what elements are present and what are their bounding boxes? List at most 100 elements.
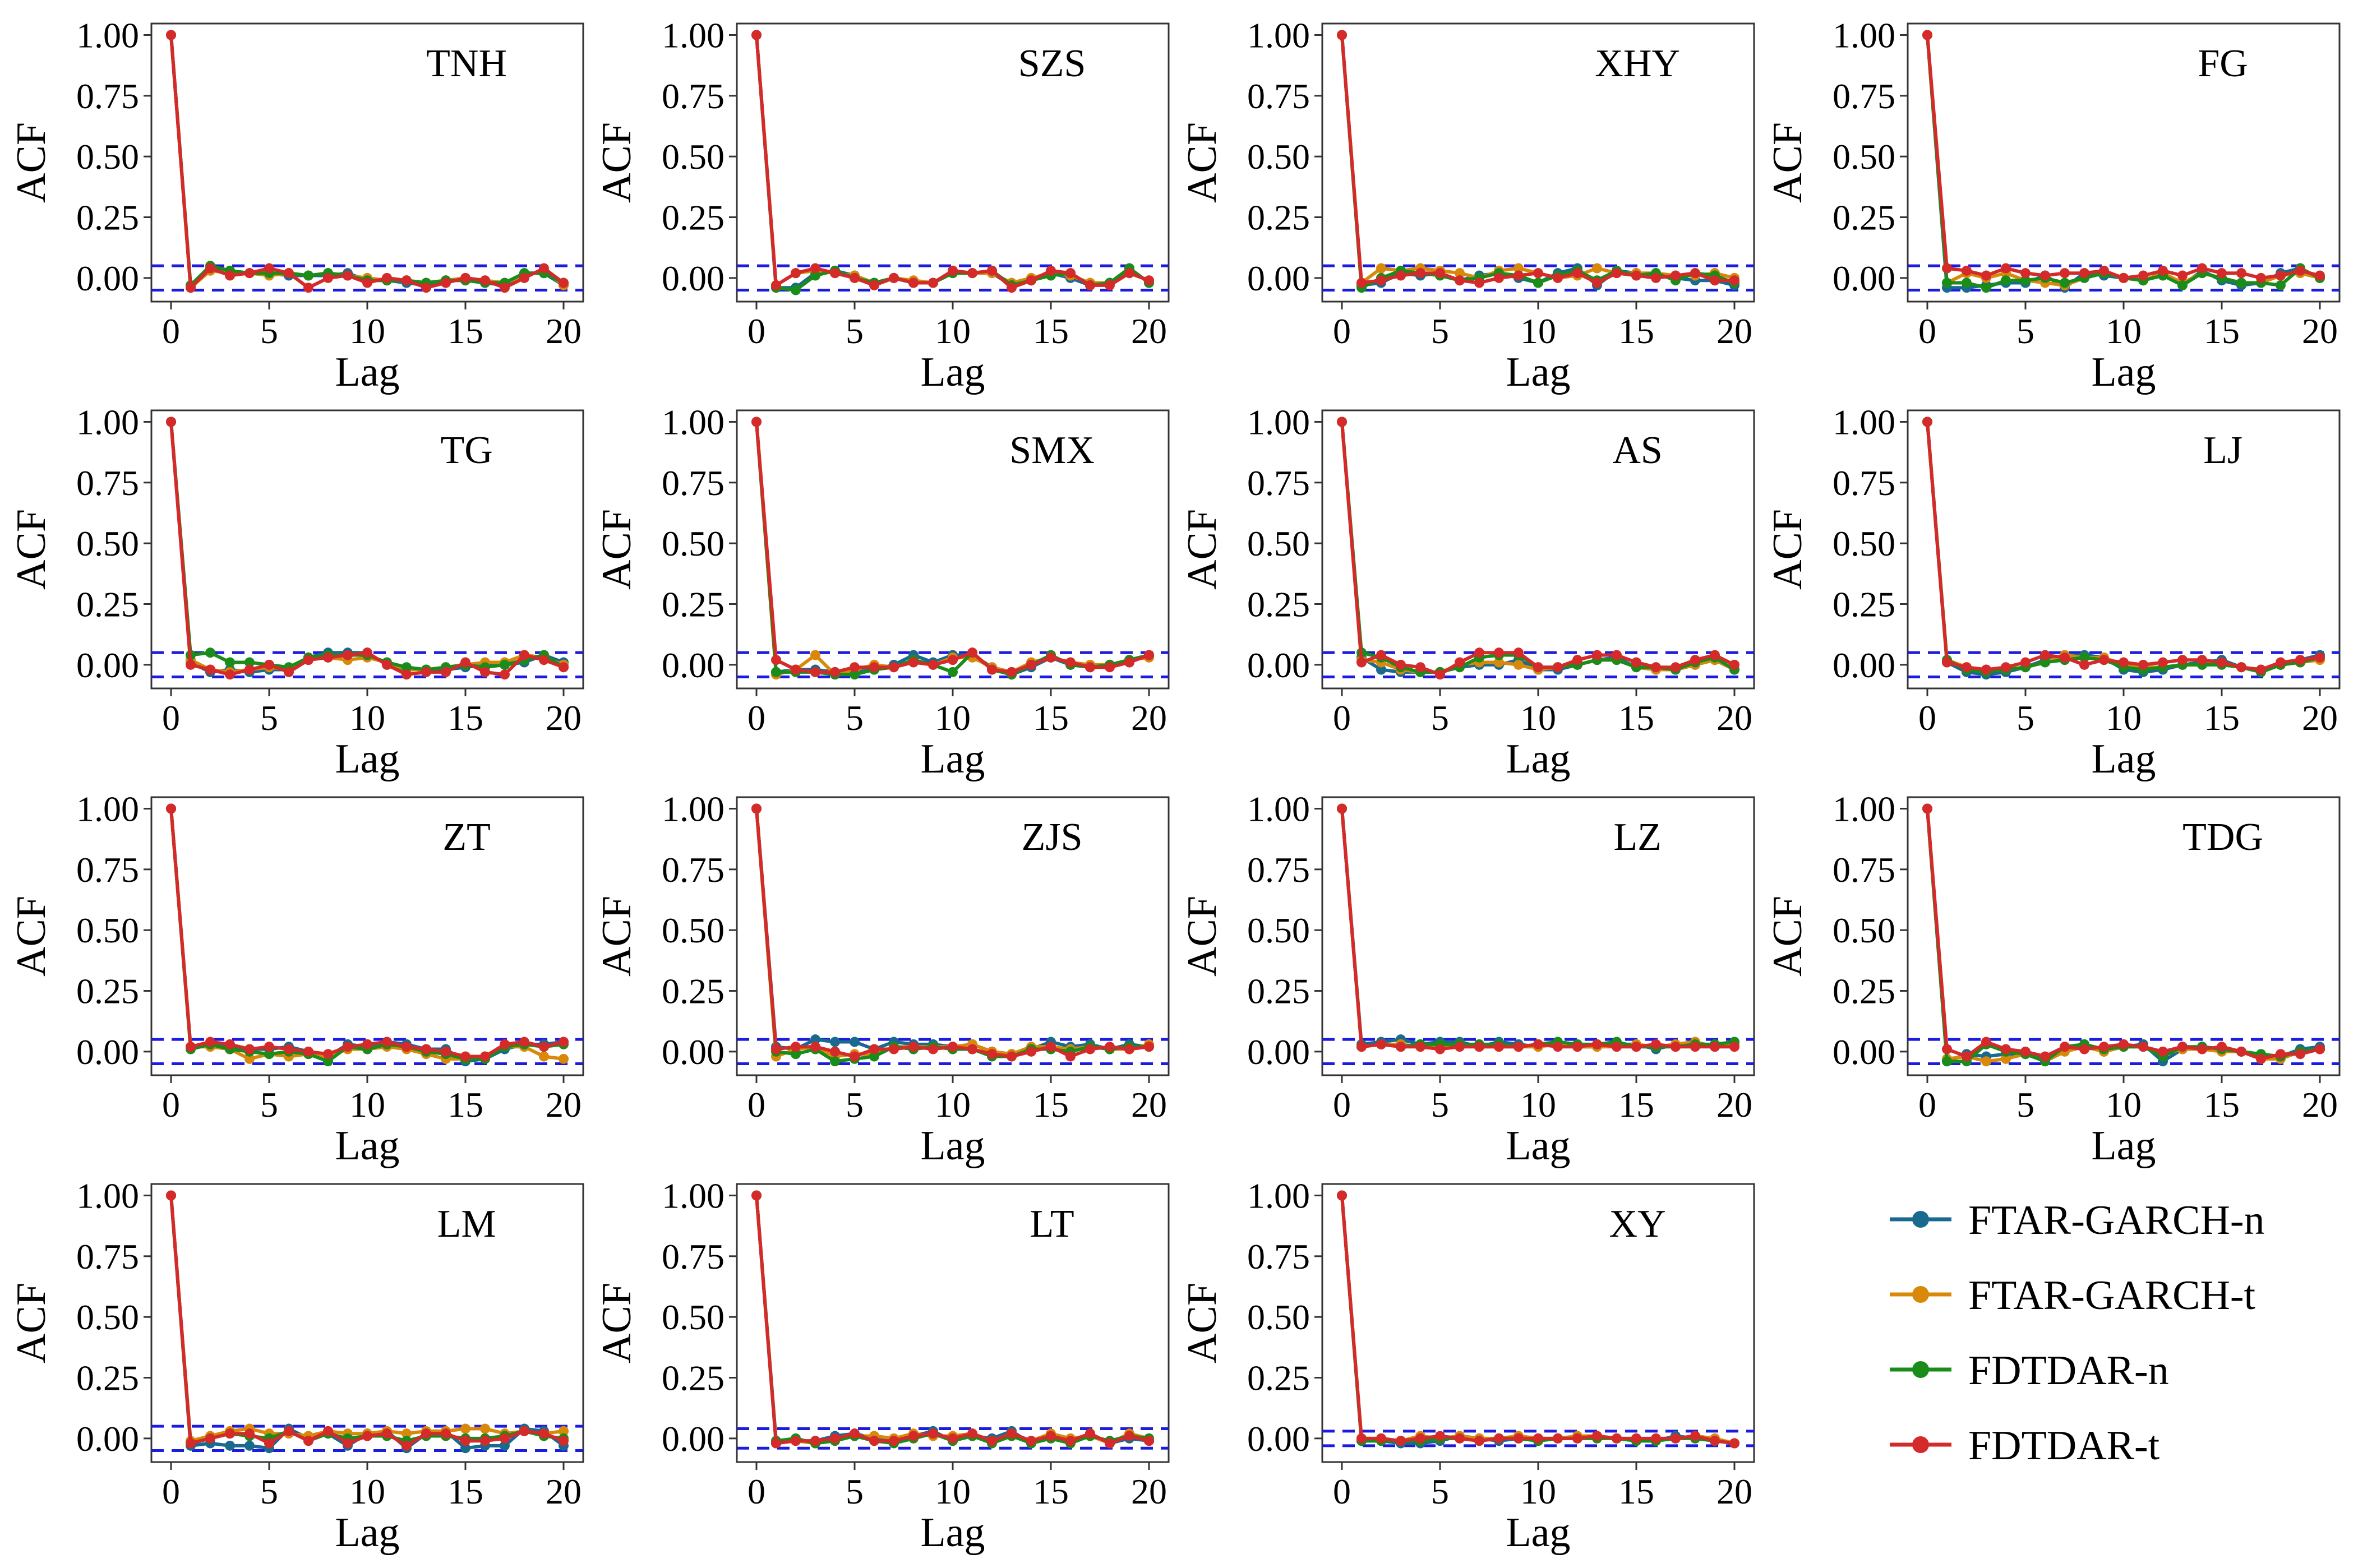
x-axis-title: Lag [920,736,985,782]
x-tick-label: 5 [2016,311,2034,351]
y-tick-label: 1.00 [662,15,725,55]
data-point [1942,1044,1952,1054]
x-tick-label: 5 [846,1472,864,1511]
data-point [1942,657,1952,668]
data-point [2040,270,2050,281]
y-axis-title: ACF [1765,896,1811,977]
y-tick-label: 0.00 [1247,258,1310,298]
data-point [166,803,176,814]
y-tick-label: 0.00 [662,645,725,685]
data-point [771,655,781,665]
data-point [539,1051,549,1062]
x-tick-label: 0 [747,1085,765,1125]
data-point [2040,1051,2050,1062]
data-point [948,1042,958,1052]
x-tick-label: 0 [1918,311,1936,351]
series-fdtdar-t [751,30,1154,293]
data-point [751,1190,762,1201]
data-point [2236,662,2246,673]
data-point [1474,277,1484,288]
data-point [1124,1431,1134,1441]
data-point [2256,272,2266,283]
y-tick-label: 0.25 [1833,972,1895,1011]
data-point [791,1042,801,1052]
data-point [967,268,977,279]
plot-frame [1321,409,1755,690]
y-tick-label: 1.00 [662,789,725,829]
x-tick-label: 20 [1131,1085,1167,1125]
data-point [1474,1436,1484,1446]
data-point [539,655,549,665]
y-tick-label: 0.25 [76,972,139,1011]
data-point [2060,277,2070,288]
data-point [830,1056,840,1067]
y-tick-label: 0.00 [76,258,139,298]
data-point [303,1046,313,1057]
x-axis-title: Lag [335,736,399,782]
data-point [1144,1436,1154,1446]
y-tick-label: 0.75 [1247,463,1310,503]
data-point [908,657,919,668]
data-point [1376,263,1386,274]
panel-tdg: 0.00 0.25 0.50 0.75 1.00 0 5 10 15 20 Lag ACF TDG [1765,789,2341,1169]
y-axis-title: ACF [594,122,640,203]
plot-frame [1321,22,1755,303]
data-point [830,667,840,677]
panel-title: LM [437,1202,496,1246]
data-point [751,803,762,814]
data-point [1356,1042,1367,1052]
data-point [186,659,196,670]
data-point [1513,659,1524,670]
panel-lt: 0.00 0.25 0.50 0.75 1.00 0 5 10 15 20 Lag ACF LT [594,1176,1170,1556]
data-point [244,1440,255,1451]
data-point [2001,1053,2011,1064]
data-point [1124,268,1134,279]
data-point [2138,1042,2148,1052]
panel-title: XHY [1595,42,1680,85]
x-tick-label: 20 [546,311,582,351]
x-tick-label: 15 [1033,1085,1069,1125]
data-point [460,272,470,283]
x-tick-label: 0 [1333,698,1351,738]
data-point [421,283,431,293]
x-axis-title: Lag [1506,1510,1570,1556]
legend-swatch-marker [1912,1361,1929,1378]
x-tick-label: 20 [1131,311,1167,351]
y-tick-label: 0.25 [76,1358,139,1398]
data-point [1007,1428,1017,1439]
data-point [559,277,569,288]
data-point [2020,657,2031,668]
data-point [2001,1044,2011,1054]
series-fdtdar-t [1337,417,1739,680]
plot-frame [1907,796,2341,1076]
data-point [460,1443,470,1454]
data-point [166,417,176,427]
y-tick-label: 0.00 [1833,258,1895,298]
data-point [244,1428,255,1439]
data-point [323,652,333,663]
data-point [402,1440,412,1451]
data-point [2177,1042,2188,1052]
data-point [987,664,997,675]
data-point [1396,659,1406,670]
data-point [2256,664,2266,675]
y-tick-label: 0.75 [76,1237,139,1276]
data-point [2138,659,2148,670]
data-point [343,270,353,281]
x-tick-label: 20 [1716,1085,1752,1125]
y-tick-label: 0.00 [1833,645,1895,685]
data-point [1729,1438,1739,1449]
y-tick-label: 0.00 [1247,645,1310,685]
data-point [480,1423,490,1434]
x-tick-label: 5 [1431,698,1449,738]
data-point [908,1431,919,1441]
y-tick-label: 0.00 [76,1032,139,1072]
data-point [1922,417,1932,427]
data-point [1494,657,1504,668]
y-tick-label: 1.00 [662,402,725,442]
x-tick-label: 20 [1131,1472,1167,1511]
x-tick-label: 5 [260,311,278,351]
data-point [2079,652,2089,663]
data-point [559,1426,569,1436]
data-point [1671,1433,1681,1444]
